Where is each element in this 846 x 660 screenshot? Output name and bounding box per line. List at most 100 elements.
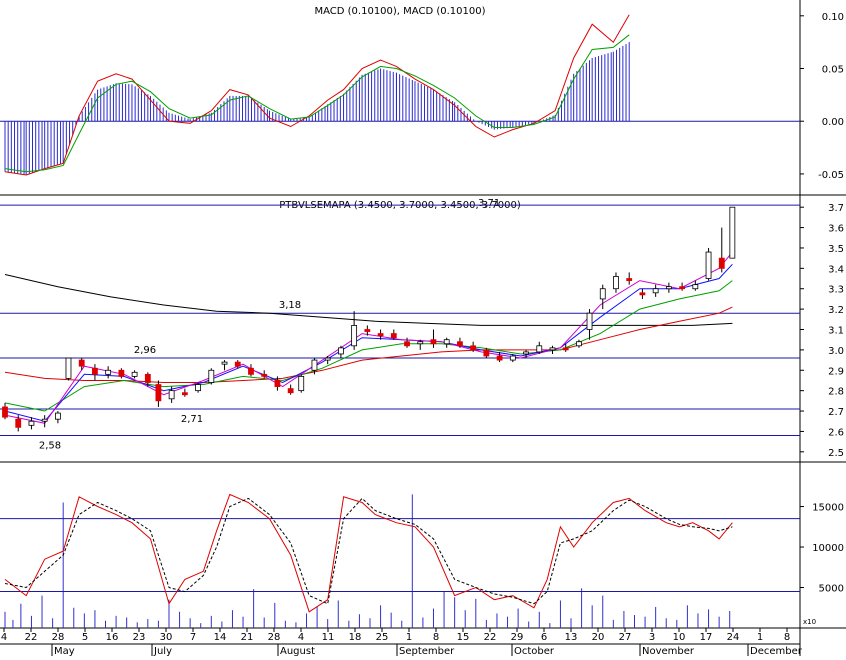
x-day-label: 24 [727, 632, 740, 643]
candle-body [311, 359, 318, 371]
candle-body [221, 361, 228, 365]
candle-body [41, 418, 48, 422]
price-axis-tick-label: 2.6 [828, 427, 844, 438]
x-month-label: August [280, 646, 315, 656]
x-day-label: 4 [1, 632, 7, 643]
candle-body [248, 367, 254, 375]
candle-body [705, 251, 712, 279]
candle-body [105, 369, 112, 375]
candle-body [28, 420, 35, 426]
x-day-label: 15 [457, 632, 470, 643]
x-day-label: 14 [214, 632, 227, 643]
candle-body [364, 329, 371, 332]
price-ma-blue-line [4, 263, 733, 422]
macd-title: MACD (0.10100), MACD (0.10100) [315, 6, 486, 17]
x-month-label: December [750, 646, 803, 656]
price-axis-tick-label: 3.2 [828, 305, 844, 316]
candle-body [234, 361, 241, 367]
candle-body [195, 384, 201, 392]
candle-body [443, 339, 450, 345]
macd-signal-line [4, 34, 630, 173]
x-day-label: 18 [349, 632, 362, 643]
candle-body [287, 388, 294, 394]
x-day-label: 25 [376, 632, 389, 643]
candle-body [131, 371, 138, 377]
x-month-label: July [153, 646, 172, 656]
candle-body [78, 359, 85, 367]
candle-body [718, 257, 725, 269]
price-ma-magenta-line [4, 251, 733, 424]
candle-body [404, 341, 410, 347]
x-day-label: 27 [619, 632, 632, 643]
candle-body [144, 373, 151, 383]
candle-body [470, 345, 477, 351]
price-axis-tick-label: 3.0 [828, 346, 844, 357]
candle-body [298, 375, 305, 392]
x-day-label: 22 [484, 632, 497, 643]
candle-body [652, 288, 659, 294]
price-ma-red-line [4, 306, 733, 383]
candle-body [274, 380, 281, 387]
price-axis-tick-label: 2.5 [828, 448, 844, 459]
macd-axis-tick-label: 0.10 [822, 12, 844, 23]
stochastic-d-line [4, 497, 733, 605]
candle-body [639, 292, 646, 296]
x-day-label: 6 [541, 632, 547, 643]
x-day-label: 1 [406, 632, 412, 643]
x-day-label: 10 [673, 632, 686, 643]
price-axis-tick-label: 3.1 [828, 326, 844, 337]
x-month-label: September [399, 646, 455, 656]
stochastic-k-line [4, 493, 733, 613]
candle-body [351, 325, 358, 347]
macd-axis-tick-label: 0.00 [822, 117, 844, 128]
price-level-label: 2,96 [134, 345, 156, 356]
candle-body [15, 418, 22, 428]
x-day-label: 13 [565, 632, 578, 643]
x-day-label: 28 [268, 632, 281, 643]
volume-unit-label: x10 [803, 618, 816, 626]
x-day-label: 17 [700, 632, 713, 643]
x-day-label: 23 [133, 632, 146, 643]
candle-body [430, 339, 437, 345]
stochastic-axis-tick-label: 5000 [819, 584, 844, 595]
candle-body [576, 341, 582, 347]
candle-body [483, 349, 490, 357]
candle-body [168, 390, 175, 400]
x-day-label: 5 [82, 632, 88, 643]
x-day-label: 3 [649, 632, 655, 643]
x-day-label: 4 [298, 632, 304, 643]
candle-body [338, 347, 344, 355]
price-axis-tick-label: 2.9 [828, 366, 844, 377]
candle-body [729, 206, 736, 259]
candle-body [92, 367, 98, 375]
x-day-label: 30 [160, 632, 173, 643]
macd-axis-tick-label: -0.05 [818, 170, 844, 181]
macd-axis-tick-label: 0.05 [822, 65, 844, 76]
candle-body [549, 347, 556, 351]
x-day-label: 8 [784, 632, 790, 643]
x-day-label: 11 [322, 632, 335, 643]
price-level-label: 2,71 [181, 414, 203, 425]
candle-body [54, 412, 61, 420]
x-day-label: 28 [52, 632, 65, 643]
candle-body [181, 392, 188, 396]
x-month-label: October [514, 646, 555, 656]
candle-body [523, 351, 529, 355]
x-day-label: 20 [592, 632, 605, 643]
price-overlay-label: 3,71 [478, 198, 500, 209]
x-month-label: May [54, 646, 75, 656]
candle-body [562, 347, 569, 351]
candle-body [613, 276, 619, 290]
candle-body [692, 284, 699, 290]
candle-body [324, 357, 331, 361]
x-day-label: 16 [106, 632, 119, 643]
candle-body [679, 286, 686, 290]
stochastic-axis-tick-label: 15000 [812, 503, 844, 514]
price-axis-tick-label: 3.4 [828, 264, 844, 275]
price-level-label: 2,58 [39, 441, 61, 452]
price-axis-tick-label: 3.7 [828, 203, 844, 214]
candle-body [2, 406, 8, 418]
x-day-label: 1 [757, 632, 763, 643]
x-day-label: 21 [241, 632, 254, 643]
